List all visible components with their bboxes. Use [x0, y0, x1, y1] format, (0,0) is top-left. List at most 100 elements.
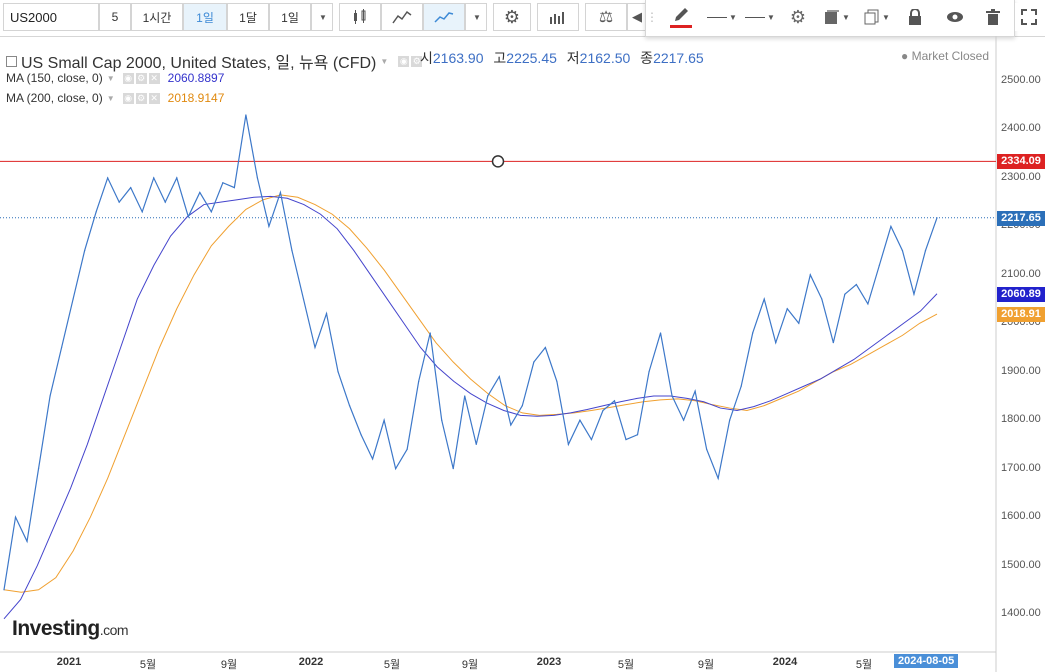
ma150-label: MA (150, close, 0): [6, 71, 103, 85]
close-value: 2217.65: [653, 50, 704, 66]
x-tick-label: 9월: [461, 659, 479, 671]
current-date-label: 2024-08-05: [894, 654, 959, 668]
price-point: [371, 458, 374, 460]
ma200-chevron-down-icon[interactable]: ▼: [106, 93, 115, 103]
interval-1h-button[interactable]: 1시간: [131, 3, 183, 31]
price-point: [775, 342, 777, 344]
high-value: 2225.45: [506, 50, 557, 66]
price-point: [279, 191, 282, 194]
price-point: [291, 249, 293, 252]
x-tick-label: 5월: [617, 659, 635, 671]
ma200-gear-icon[interactable]: ⚙: [135, 92, 147, 104]
price-point: [740, 385, 742, 387]
ma150-value: 2060.8897: [167, 71, 225, 85]
ma200-close-icon[interactable]: ✕: [148, 92, 160, 104]
interval-chevron-down-icon[interactable]: ▼: [311, 3, 333, 31]
trash-icon[interactable]: [980, 3, 1006, 31]
price-point: [441, 419, 443, 421]
x-tick-label: 2022: [298, 656, 324, 668]
chart-type-chevron-down-icon[interactable]: ▼: [465, 3, 487, 31]
price-point: [694, 390, 696, 392]
collapse-legend-icon[interactable]: [6, 55, 17, 67]
x-tick-label: 5월: [855, 659, 873, 671]
price-point: [913, 293, 915, 295]
indicators-icon[interactable]: [537, 3, 579, 31]
price-point: [395, 468, 397, 470]
price-point: [706, 448, 708, 450]
price-point: [406, 448, 408, 450]
price-point: [49, 395, 51, 397]
ma150-chevron-down-icon[interactable]: ▼: [106, 73, 115, 83]
price-point: [752, 332, 754, 334]
gear-icon[interactable]: ⚙: [493, 3, 531, 31]
price-point: [867, 303, 869, 305]
lock-icon[interactable]: [902, 3, 928, 31]
drag-handle-icon[interactable]: ⋮: [646, 10, 658, 24]
price-point: [360, 434, 362, 436]
legend-gear-icon[interactable]: ⚙: [411, 55, 423, 67]
pencil-icon[interactable]: [664, 3, 698, 31]
horizontal-line-handle: [491, 155, 505, 168]
ma150-close-icon[interactable]: ✕: [148, 72, 160, 84]
price-point: [579, 419, 581, 421]
price-point: [521, 405, 523, 407]
price-point: [763, 298, 765, 300]
scroll-left-icon[interactable]: ◀: [627, 3, 647, 31]
candlestick-icon[interactable]: [339, 3, 381, 31]
price-point: [636, 434, 639, 436]
price-point: [302, 298, 305, 300]
interval-dropdown-button[interactable]: 1일: [269, 3, 311, 31]
close-label: 종: [640, 50, 654, 66]
price-point: [659, 332, 662, 334]
y-tick-label: 1700.00: [1001, 461, 1041, 474]
expand-icon[interactable]: [1015, 3, 1043, 31]
ma150-eye-icon[interactable]: ◉: [122, 72, 134, 84]
market-status: ● Market Closed: [901, 49, 989, 63]
y-tick-label: 2500.00: [1001, 74, 1041, 86]
price-point: [533, 361, 535, 363]
y-tick-label: 2400.00: [1001, 122, 1041, 135]
price-point: [821, 298, 823, 300]
price-point: [567, 443, 570, 446]
legend-eye-icon[interactable]: ◉: [398, 55, 410, 67]
low-label: 저: [566, 50, 580, 66]
x-tick-label: 5월: [139, 659, 157, 671]
ma150-line: [3, 195, 938, 620]
y-tick-label: 2300.00: [1001, 170, 1041, 183]
price-point: [498, 375, 500, 378]
price-point: [164, 201, 166, 203]
gear-icon[interactable]: ⚙: [789, 6, 807, 27]
line-chart-icon[interactable]: [423, 3, 465, 31]
price-point: [222, 182, 224, 184]
price-point: [832, 342, 834, 344]
y-tick-label: 1900.00: [1001, 364, 1041, 377]
symbol-input[interactable]: US2000: [3, 3, 99, 31]
y-tick-label: 1400.00: [1001, 607, 1041, 619]
price-point: [72, 298, 74, 300]
y-tick-label: 2100.00: [1001, 267, 1041, 280]
eye-icon[interactable]: [940, 3, 970, 31]
fill-icon[interactable]: ▼: [820, 3, 854, 31]
price-point: [337, 371, 339, 373]
line-style-icon[interactable]: ▼: [704, 3, 740, 31]
price-point: [487, 395, 489, 397]
interval-1d-button[interactable]: 1일: [183, 3, 227, 31]
ma200-eye-icon[interactable]: ◉: [122, 92, 134, 104]
price-point: [268, 225, 270, 227]
interval-1mo-button[interactable]: 1달: [227, 3, 269, 31]
price-point: [936, 217, 938, 219]
ma150-gear-icon[interactable]: ⚙: [135, 72, 147, 84]
price-point: [153, 177, 155, 179]
line-width-icon[interactable]: ▼: [742, 3, 778, 31]
legend-chevron-down-icon[interactable]: ▼: [380, 56, 389, 66]
compare-scale-icon[interactable]: ⚖: [585, 3, 627, 31]
price-point: [95, 211, 97, 213]
area-chart-icon[interactable]: [381, 3, 423, 31]
y-tick-label: 1500.00: [1001, 558, 1041, 571]
price-point: [878, 264, 881, 266]
price-point: [84, 249, 86, 252]
copy-icon[interactable]: ▼: [860, 3, 894, 31]
drawing-toolbar: ⋮ ▼ ▼ ⚙ ▼ ▼: [645, 0, 1015, 37]
interval-5min-button[interactable]: 5: [99, 3, 131, 31]
price-point: [729, 419, 731, 421]
